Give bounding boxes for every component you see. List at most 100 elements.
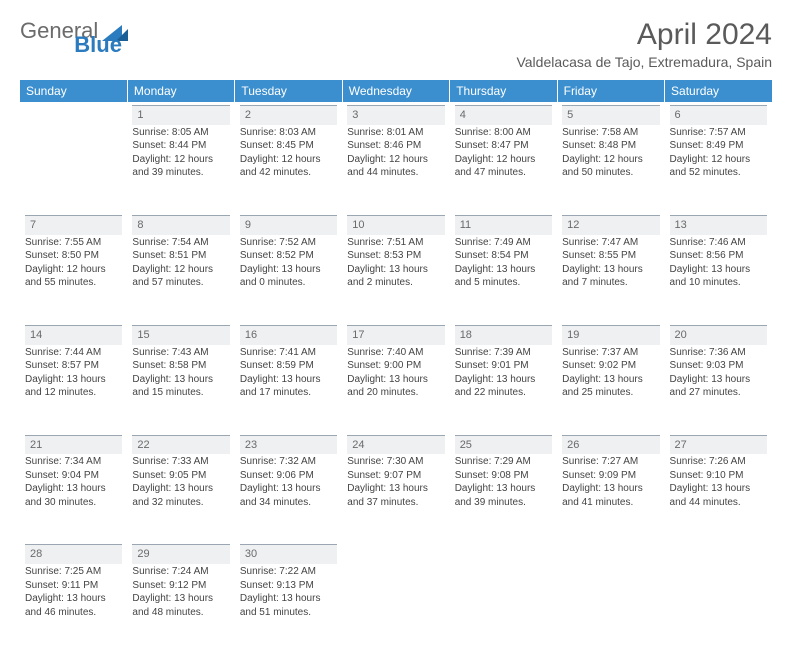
day-cell: Sunrise: 7:58 AMSunset: 8:48 PMDaylight:… bbox=[557, 126, 664, 212]
day-number: 9 bbox=[240, 215, 337, 235]
day-info-line: Sunset: 9:01 PM bbox=[455, 359, 552, 373]
day-number-cell: 29 bbox=[127, 541, 234, 565]
day-info-line: Sunset: 9:07 PM bbox=[347, 469, 444, 483]
day-number-row: 123456 bbox=[20, 102, 772, 126]
day-info-line: Sunset: 9:02 PM bbox=[562, 359, 659, 373]
day-number: 11 bbox=[455, 215, 552, 235]
day-info-line: Sunrise: 7:29 AM bbox=[455, 455, 552, 469]
weekday-header: Monday bbox=[127, 80, 234, 102]
day-info-line: Daylight: 13 hours and 12 minutes. bbox=[25, 373, 122, 400]
day-number: 12 bbox=[562, 215, 659, 235]
header: General Blue April 2024 Valdelacasa de T… bbox=[20, 18, 772, 70]
day-info-line: Sunset: 8:45 PM bbox=[240, 139, 337, 153]
day-info-line: Daylight: 13 hours and 44 minutes. bbox=[670, 482, 767, 509]
day-number-cell: 12 bbox=[557, 212, 664, 236]
day-content-row: Sunrise: 7:55 AMSunset: 8:50 PMDaylight:… bbox=[20, 236, 772, 322]
day-info-line: Sunrise: 7:34 AM bbox=[25, 455, 122, 469]
day-info-line: Sunset: 8:58 PM bbox=[132, 359, 229, 373]
day-cell: Sunrise: 7:43 AMSunset: 8:58 PMDaylight:… bbox=[127, 346, 234, 432]
day-number-cell: 10 bbox=[342, 212, 449, 236]
day-info-line: Sunset: 9:11 PM bbox=[25, 579, 122, 593]
day-info-line: Daylight: 12 hours and 55 minutes. bbox=[25, 263, 122, 290]
day-cell bbox=[450, 565, 557, 651]
day-content-row: Sunrise: 7:34 AMSunset: 9:04 PM Daylight:… bbox=[20, 455, 772, 541]
day-cell: Sunrise: 7:39 AMSunset: 9:01 PMDaylight:… bbox=[450, 346, 557, 432]
day-number-cell: 19 bbox=[557, 322, 664, 346]
day-info-line: Sunset: 8:51 PM bbox=[132, 249, 229, 263]
day-number-row: 282930 bbox=[20, 541, 772, 565]
day-info-line: Sunrise: 7:57 AM bbox=[670, 126, 767, 140]
day-number: 25 bbox=[455, 435, 552, 455]
day-info-line: Sunrise: 7:37 AM bbox=[562, 346, 659, 360]
day-info-line: Daylight: 13 hours and 48 minutes. bbox=[132, 592, 229, 619]
day-number-cell: 27 bbox=[665, 432, 772, 456]
day-info-line: Sunrise: 7:47 AM bbox=[562, 236, 659, 250]
day-info-line: Daylight: 13 hours and 15 minutes. bbox=[132, 373, 229, 400]
day-cell: Sunrise: 7:27 AMSunset: 9:09 PMDaylight:… bbox=[557, 455, 664, 541]
day-number-cell: 20 bbox=[665, 322, 772, 346]
day-info-line: Sunset: 9:05 PM bbox=[132, 469, 229, 483]
day-info-line: Sunset: 8:48 PM bbox=[562, 139, 659, 153]
day-info-line: Sunset: 8:52 PM bbox=[240, 249, 337, 263]
day-number: 20 bbox=[670, 325, 767, 345]
day-number: 10 bbox=[347, 215, 444, 235]
day-cell: Sunrise: 7:44 AMSunset: 8:57 PMDaylight:… bbox=[20, 346, 127, 432]
weekday-header: Saturday bbox=[665, 80, 772, 102]
day-info-line: Sunset: 8:59 PM bbox=[240, 359, 337, 373]
day-info-line: Sunrise: 7:54 AM bbox=[132, 236, 229, 250]
day-cell: Sunrise: 8:05 AMSunset: 8:44 PMDaylight:… bbox=[127, 126, 234, 212]
day-info-line: Daylight: 13 hours and 39 minutes. bbox=[455, 482, 552, 509]
day-info-line: Daylight: 13 hours and 0 minutes. bbox=[240, 263, 337, 290]
day-number-cell bbox=[450, 541, 557, 565]
day-info-line: Sunset: 8:54 PM bbox=[455, 249, 552, 263]
day-cell: Sunrise: 8:01 AMSunset: 8:46 PMDaylight:… bbox=[342, 126, 449, 212]
day-info-line: Sunrise: 7:36 AM bbox=[670, 346, 767, 360]
day-number: 18 bbox=[455, 325, 552, 345]
day-number-cell: 11 bbox=[450, 212, 557, 236]
day-info-line: Sunrise: 7:49 AM bbox=[455, 236, 552, 250]
day-info-line: Sunset: 9:04 PM bbox=[25, 469, 122, 483]
day-number: 5 bbox=[562, 105, 659, 125]
day-info-line: Daylight: 13 hours and 5 minutes. bbox=[455, 263, 552, 290]
day-number-cell: 24 bbox=[342, 432, 449, 456]
day-number-cell: 1 bbox=[127, 102, 234, 126]
day-info-line: Sunset: 9:06 PM bbox=[240, 469, 337, 483]
day-cell: Sunrise: 7:47 AMSunset: 8:55 PMDaylight:… bbox=[557, 236, 664, 322]
day-number-cell: 3 bbox=[342, 102, 449, 126]
weekday-header: Tuesday bbox=[235, 80, 342, 102]
day-info-line: Sunrise: 7:58 AM bbox=[562, 126, 659, 140]
logo: General Blue bbox=[20, 18, 184, 44]
day-info-line: Sunrise: 8:03 AM bbox=[240, 126, 337, 140]
day-number-cell bbox=[342, 541, 449, 565]
day-number-cell: 15 bbox=[127, 322, 234, 346]
day-info-line: Daylight: 13 hours and 41 minutes. bbox=[562, 482, 659, 509]
day-info-line: Sunset: 8:57 PM bbox=[25, 359, 122, 373]
day-cell: Sunrise: 7:37 AMSunset: 9:02 PMDaylight:… bbox=[557, 346, 664, 432]
day-number: 3 bbox=[347, 105, 444, 125]
day-number-cell: 25 bbox=[450, 432, 557, 456]
day-number-cell: 8 bbox=[127, 212, 234, 236]
day-number-cell: 17 bbox=[342, 322, 449, 346]
day-cell bbox=[20, 126, 127, 212]
day-info-line: Sunset: 8:53 PM bbox=[347, 249, 444, 263]
day-number: 14 bbox=[25, 325, 122, 345]
day-cell: Sunrise: 7:30 AMSunset: 9:07 PMDaylight:… bbox=[342, 455, 449, 541]
day-cell: Sunrise: 8:00 AMSunset: 8:47 PMDaylight:… bbox=[450, 126, 557, 212]
day-number: 7 bbox=[25, 215, 122, 235]
day-info-line: Daylight: 12 hours and 44 minutes. bbox=[347, 153, 444, 180]
day-info-line: Sunrise: 7:26 AM bbox=[670, 455, 767, 469]
day-number-cell bbox=[665, 541, 772, 565]
day-number: 22 bbox=[132, 435, 229, 455]
day-number-cell: 7 bbox=[20, 212, 127, 236]
weekday-header-row: SundayMondayTuesdayWednesdayThursdayFrid… bbox=[20, 80, 772, 102]
day-info-line: Sunrise: 7:40 AM bbox=[347, 346, 444, 360]
day-cell: Sunrise: 7:46 AMSunset: 8:56 PMDaylight:… bbox=[665, 236, 772, 322]
day-info-line: Sunrise: 7:41 AM bbox=[240, 346, 337, 360]
day-info-line: Sunrise: 8:05 AM bbox=[132, 126, 229, 140]
day-info-line: Daylight: 12 hours and 42 minutes. bbox=[240, 153, 337, 180]
day-number-cell: 28 bbox=[20, 541, 127, 565]
logo-word-2: Blue bbox=[74, 32, 122, 58]
day-number: 17 bbox=[347, 325, 444, 345]
day-number: 19 bbox=[562, 325, 659, 345]
day-number-cell: 6 bbox=[665, 102, 772, 126]
